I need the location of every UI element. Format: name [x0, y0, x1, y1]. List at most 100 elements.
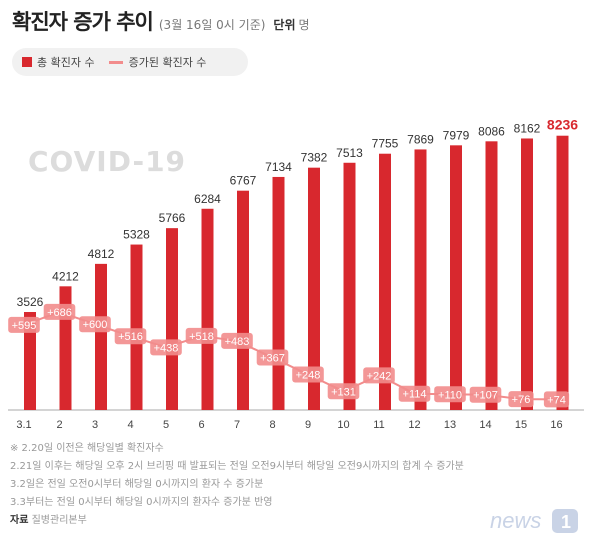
x-tick-label: 6	[198, 419, 204, 431]
x-tick-label: 15	[515, 419, 527, 431]
logo-number: 1	[561, 512, 571, 532]
chart-notes: ※ 2.20일 이전은 해당일별 확진자수 2.21일 이후는 해당일 오후 2…	[10, 440, 464, 530]
x-tick-label: 14	[479, 419, 491, 431]
x-tick-label: 13	[444, 419, 456, 431]
total-value-label: 7755	[372, 137, 399, 151]
total-value-label: 6767	[230, 174, 257, 188]
x-tick-label: 11	[373, 419, 384, 431]
total-value-label: 8086	[478, 124, 505, 138]
increase-label-bg	[469, 386, 502, 403]
total-bar	[521, 138, 533, 410]
increase-label-bg	[150, 339, 182, 356]
increase-label-bg	[8, 316, 40, 333]
increase-label: +248	[296, 370, 321, 382]
source-line: 자료 질병관리본부	[10, 512, 464, 530]
logo-text: news	[490, 508, 541, 533]
covid-watermark: COVID-19	[28, 145, 187, 178]
x-tick-label: 10	[337, 419, 349, 431]
increase-label: +686	[47, 307, 72, 319]
total-value-label: 6284	[194, 192, 221, 206]
total-bar	[450, 145, 462, 410]
legend-increase-swatch	[108, 60, 123, 64]
legend-total-label: 총 확진자 수	[37, 56, 95, 69]
x-tick-label: 8	[269, 419, 275, 431]
x-tick-label: 9	[305, 419, 311, 431]
x-tick-label: 3	[92, 419, 98, 431]
total-value-label: 5328	[123, 228, 150, 242]
chart-title: 확진자 증가 추이	[12, 10, 154, 34]
note-3: 3.2일은 전일 오전0시부터 해당일 0시까지의 환자 수 증가분	[10, 479, 264, 490]
increase-label: +600	[83, 319, 108, 331]
increase-label: +131	[331, 386, 356, 398]
chart-subtitle: (3월 16일 0시 기준)	[158, 18, 266, 32]
increase-label-bg	[114, 328, 147, 345]
source-label: 자료	[10, 515, 29, 526]
x-tick-label: 2	[56, 419, 62, 431]
increase-label: +483	[225, 336, 250, 348]
unit-value: 명	[298, 18, 310, 32]
unit-label: 단위	[273, 18, 296, 32]
total-bar	[201, 208, 214, 410]
x-tick-label: 4	[127, 419, 133, 431]
increase-label-bg	[185, 327, 218, 344]
total-bar	[24, 312, 36, 410]
total-value-label: 8162	[514, 121, 541, 135]
legend-increase-label: 증가된 확진자 수	[128, 56, 207, 69]
total-value-label: 7979	[443, 128, 470, 142]
total-value-label: 4812	[88, 247, 115, 261]
total-bar	[556, 135, 569, 410]
source-value: 질병관리본부	[31, 515, 87, 526]
logo-badge	[552, 509, 578, 533]
increase-label-bg	[398, 385, 431, 402]
increase-label: +76	[512, 394, 531, 406]
total-value-label: 7513	[336, 146, 363, 160]
increase-label: +114	[403, 389, 427, 401]
increase-label-bg	[79, 316, 111, 333]
total-bar	[308, 167, 320, 410]
total-bar	[237, 190, 249, 410]
total-value-label: 4212	[52, 269, 79, 283]
total-value-label: 5766	[159, 211, 186, 225]
increase-label-bg	[543, 391, 570, 408]
increase-line	[23, 310, 557, 401]
increase-label-bg	[43, 303, 76, 320]
total-value-label: 7869	[407, 132, 434, 146]
increase-label: +438	[154, 342, 179, 354]
increase-label-bg	[292, 366, 324, 383]
total-bar	[166, 228, 178, 410]
increase-label-bg	[434, 386, 466, 403]
total-bar	[379, 153, 391, 410]
total-value-label: 8236	[547, 117, 578, 133]
x-tick-label: 7	[234, 419, 240, 431]
increase-label: +74	[547, 394, 566, 406]
total-bar	[343, 162, 356, 410]
increase-label-bg	[221, 332, 253, 349]
legend-total-swatch	[22, 57, 32, 67]
total-bar	[485, 141, 498, 410]
increase-label-bg	[256, 349, 289, 366]
total-bar	[130, 244, 143, 410]
increase-label: +516	[118, 331, 143, 343]
increase-label-bg	[327, 383, 360, 400]
total-value-label: 3526	[17, 295, 44, 309]
increase-label-bg	[363, 367, 395, 384]
note-4: 3.3부터는 전일 0시부터 해당일 0시까지의 환자수 증가분 반영	[10, 497, 273, 508]
note-1: ※ 2.20일 이전은 해당일별 확진자수	[10, 443, 164, 454]
total-bar	[95, 263, 107, 410]
x-tick-label: 3.1	[16, 419, 31, 431]
chart-header: 확진자 증가 추이 (3월 16일 0시 기준) 단위 명	[12, 6, 310, 36]
total-bar	[414, 149, 427, 410]
increase-label: +518	[189, 331, 214, 343]
total-bar	[272, 176, 285, 410]
increase-label: +595	[12, 320, 37, 332]
total-value-label: 7382	[301, 151, 328, 165]
x-tick-label: 12	[408, 419, 420, 431]
total-value-label: 7134	[265, 160, 292, 174]
increase-label: +242	[367, 370, 392, 382]
x-tick-label: 5	[163, 419, 169, 431]
note-2: 2.21일 이후는 해당일 오후 2시 브리핑 때 발표되는 전일 오전9시부터…	[10, 461, 464, 472]
chart-legend: 총 확진자 수 증가된 확진자 수	[12, 48, 248, 76]
increase-label-bg	[508, 391, 534, 408]
increase-label: +110	[438, 389, 462, 401]
news1-logo: news 1	[490, 508, 578, 533]
